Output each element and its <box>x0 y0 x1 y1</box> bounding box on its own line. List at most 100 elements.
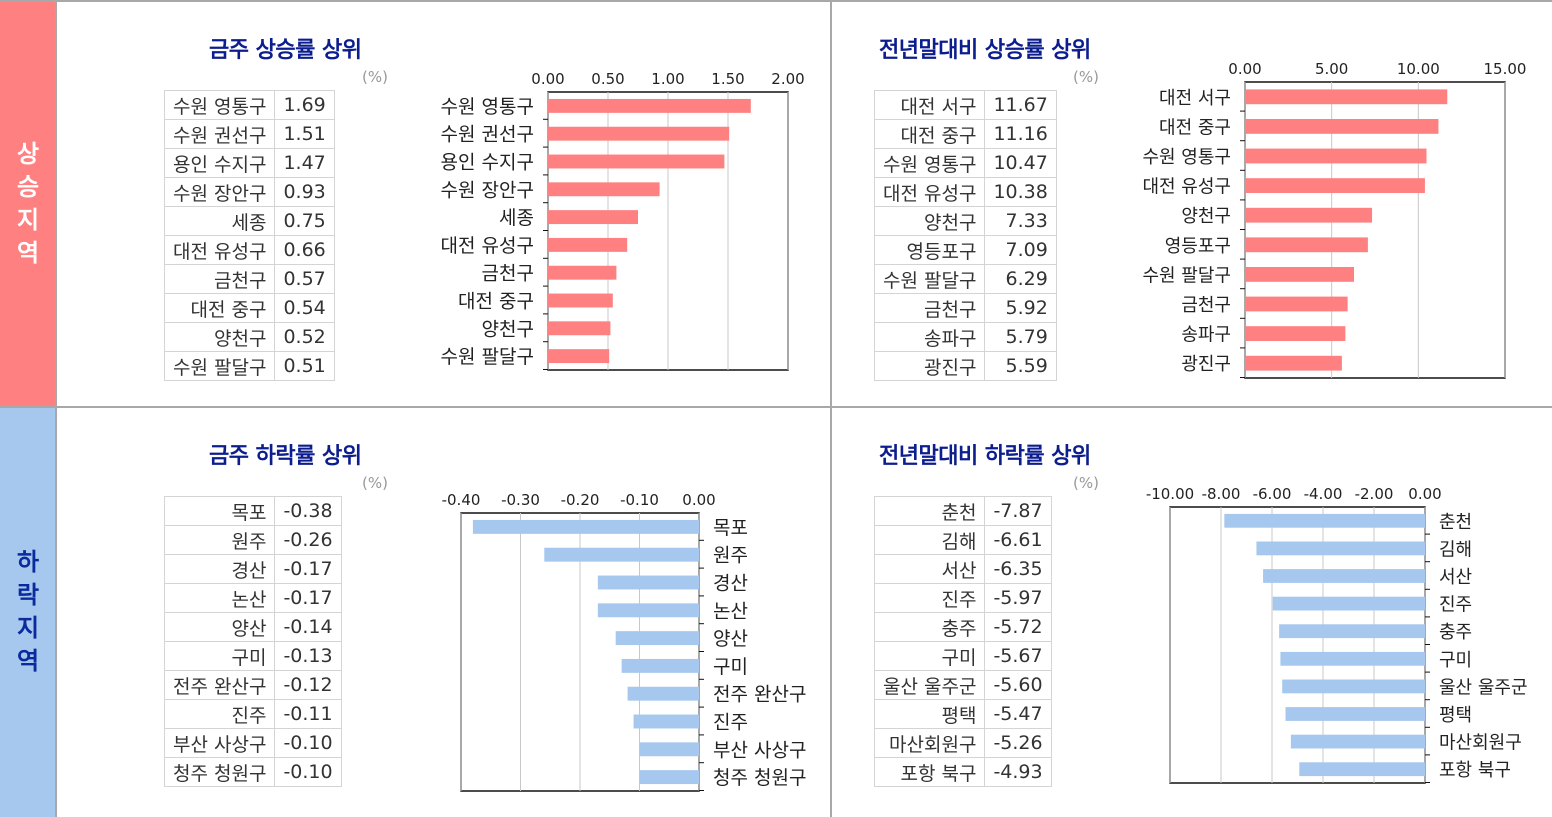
bar <box>1279 624 1425 639</box>
table-row: 대전 유성구 0.66 <box>163 235 335 265</box>
table-row: 양산 -0.14 <box>163 612 342 642</box>
rate-value-cell: 5.59 <box>984 351 1057 381</box>
table-row: 수원 팔달구 0.51 <box>163 351 335 381</box>
region-name-cell: 춘천 <box>873 496 986 526</box>
category-label: 수원 팔달구 <box>441 346 534 368</box>
bar <box>1245 355 1342 371</box>
category-label: 양산 <box>713 628 748 650</box>
region-name-cell: 서산 <box>873 554 986 584</box>
rate-value-cell: -0.10 <box>274 728 342 758</box>
region-name-cell: 목포 <box>163 496 276 526</box>
category-label: 마산회원구 <box>1439 733 1522 754</box>
region-name-cell: 용인 수지구 <box>163 148 276 178</box>
category-label: 대전 중구 <box>1159 117 1231 138</box>
tick-label: 0.50 <box>591 70 624 88</box>
tick-label: 10.00 <box>1397 60 1440 78</box>
category-label: 금천구 <box>482 263 534 285</box>
rate-value-cell: -0.11 <box>274 699 342 729</box>
tick-label: 5.00 <box>1315 60 1348 78</box>
tick-label: 1.00 <box>651 70 684 88</box>
table-row: 마산회원구 -5.26 <box>873 728 1052 758</box>
bar <box>1256 541 1425 556</box>
rate-value-cell: 0.66 <box>274 235 335 265</box>
region-name-cell: 금천구 <box>873 293 986 323</box>
region-name-cell: 금천구 <box>163 264 276 294</box>
tick-label: -6.00 <box>1253 485 1292 503</box>
region-name-cell: 수원 권선구 <box>163 119 276 149</box>
tick-label: -2.00 <box>1355 485 1394 503</box>
region-name-cell: 구미 <box>163 641 276 671</box>
category-label: 춘천 <box>1439 512 1472 533</box>
category-label: 진주 <box>1439 595 1472 616</box>
table-row: 원주 -0.26 <box>163 525 342 555</box>
rate-value-cell: 0.75 <box>274 206 335 236</box>
bar <box>548 126 730 141</box>
table-row: 포항 북구 -4.93 <box>873 757 1052 787</box>
category-label: 청주 청원구 <box>713 767 806 789</box>
tick-label: -4.00 <box>1304 485 1343 503</box>
rate-value-cell: -6.35 <box>984 554 1052 584</box>
category-label: 목포 <box>713 517 748 539</box>
region-name-cell: 수원 팔달구 <box>873 264 986 294</box>
ytd-fall-chart: -10.00 -8.00 -6.00 -4.00 -2.00 0.00 춘천김해서산진주충주… <box>1146 485 1528 784</box>
category-label: 서산 <box>1439 567 1472 588</box>
table-row: 금천구 0.57 <box>163 264 335 294</box>
rate-value-cell: 1.47 <box>274 148 335 178</box>
bar <box>1263 569 1425 583</box>
table-row: 서산 -6.35 <box>873 554 1052 584</box>
region-name-cell: 수원 장안구 <box>163 177 276 207</box>
rate-value-cell: 11.16 <box>984 119 1057 149</box>
category-label: 진주 <box>713 712 748 734</box>
bar <box>1245 89 1448 105</box>
bar <box>1245 178 1425 193</box>
table-row: 양천구 0.52 <box>163 322 335 352</box>
region-name-cell: 대전 유성구 <box>163 235 276 265</box>
category-label: 수원 영통구 <box>441 96 534 118</box>
category-label: 광진구 <box>1181 354 1231 375</box>
category-label: 김해 <box>1439 539 1472 560</box>
category-label: 논산 <box>713 600 748 622</box>
rate-value-cell: 0.51 <box>274 351 335 381</box>
category-label: 금천구 <box>1181 295 1231 316</box>
bar <box>548 349 610 364</box>
bar <box>597 575 699 590</box>
category-label: 송파구 <box>1181 325 1231 346</box>
category-label: 대전 유성구 <box>441 235 534 257</box>
category-label: 경산 <box>713 573 748 595</box>
region-name-cell: 양천구 <box>873 206 986 236</box>
rate-value-cell: 7.09 <box>984 235 1057 265</box>
table-row: 구미 -5.67 <box>873 641 1052 671</box>
table-row: 광진구 5.59 <box>873 351 1057 381</box>
weekly-fall-unit: (%) <box>362 474 388 492</box>
region-name-cell: 양산 <box>163 612 276 642</box>
region-name-cell: 광진구 <box>873 351 986 381</box>
bar <box>639 770 699 785</box>
table-row: 진주 -5.97 <box>873 583 1052 613</box>
bar <box>548 182 660 197</box>
table-row: 춘천 -7.87 <box>873 496 1052 526</box>
frame-center <box>830 0 832 817</box>
category-label: 구미 <box>1439 650 1472 671</box>
ytd-fall-table: 춘천 -7.87 김해 -6.61 서산 -6.35 진주 -5.97 충주 -5.72 구미 -5.… <box>873 496 1052 787</box>
category-label: 대전 서구 <box>1159 88 1231 109</box>
bar <box>548 265 617 280</box>
bar <box>621 658 699 673</box>
category-label: 세종 <box>499 207 534 229</box>
frame-middle <box>0 406 1552 408</box>
region-name-cell: 세종 <box>163 206 276 236</box>
region-name-cell: 양천구 <box>163 322 276 352</box>
bar <box>1282 679 1425 694</box>
rate-value-cell: -5.47 <box>984 699 1052 729</box>
table-row: 수원 영통구 1.69 <box>163 90 335 120</box>
table-row: 충주 -5.72 <box>873 612 1052 642</box>
weekly-rise-title: 금주 상승률 상위 <box>209 38 362 63</box>
rate-value-cell: 1.51 <box>274 119 335 149</box>
bar <box>615 631 699 646</box>
rate-value-cell: -5.97 <box>984 583 1052 613</box>
bar <box>633 714 699 729</box>
bar <box>627 686 699 701</box>
fall-region-band: 하락지역 <box>0 407 56 817</box>
tick-label: -0.40 <box>442 491 481 509</box>
category-label: 수원 장안구 <box>441 179 534 201</box>
rate-value-cell: -5.60 <box>984 670 1052 700</box>
